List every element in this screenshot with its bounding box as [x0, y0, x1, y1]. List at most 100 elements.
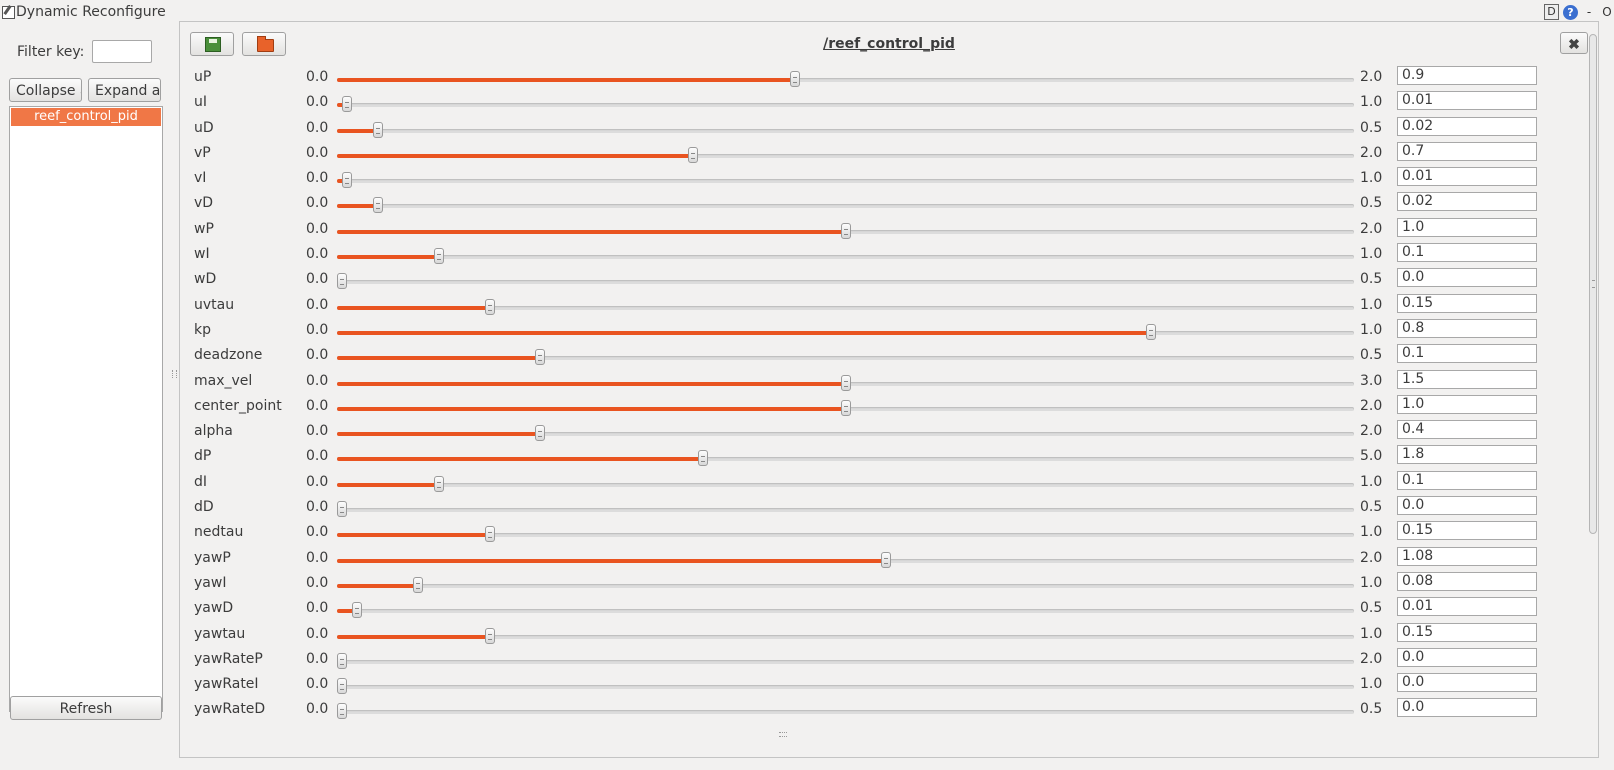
slider-handle[interactable] — [352, 602, 363, 619]
slider-handle[interactable] — [413, 576, 424, 593]
slider-handle[interactable] — [840, 399, 851, 416]
param-value-field[interactable]: 1.08 — [1397, 546, 1537, 566]
dock-button[interactable]: D — [1544, 4, 1559, 20]
param-value-field[interactable]: 0.0 — [1397, 496, 1537, 516]
param-slider[interactable] — [337, 146, 1354, 163]
bottom-splitter-handle[interactable] — [779, 732, 787, 737]
save-button[interactable] — [190, 32, 234, 56]
param-slider[interactable] — [337, 222, 1354, 239]
slider-handle[interactable] — [372, 197, 383, 214]
slider-handle[interactable] — [337, 652, 347, 669]
param-slider[interactable] — [337, 248, 1354, 265]
param-slider[interactable] — [337, 703, 1354, 720]
slider-handle[interactable] — [881, 551, 892, 568]
close-node-button[interactable]: ✖ — [1560, 32, 1588, 54]
param-slider[interactable] — [337, 678, 1354, 695]
node-tree[interactable]: reef_control_pid — [9, 106, 163, 712]
slider-handle[interactable] — [342, 172, 353, 189]
param-value-field[interactable]: 0.1 — [1397, 344, 1537, 364]
param-slider[interactable] — [337, 551, 1354, 568]
panel-splitter-handle[interactable] — [172, 370, 177, 378]
param-slider[interactable] — [337, 71, 1354, 87]
param-value-field[interactable]: 0.8 — [1397, 318, 1537, 338]
param-slider[interactable] — [337, 172, 1354, 189]
param-value-field[interactable]: 1.8 — [1397, 445, 1537, 465]
param-slider[interactable] — [337, 96, 1354, 113]
slider-handle[interactable] — [1145, 323, 1156, 340]
slider-handle[interactable] — [484, 526, 495, 543]
param-slider[interactable] — [337, 450, 1354, 467]
param-slider[interactable] — [337, 576, 1354, 593]
filter-key-input[interactable] — [92, 40, 152, 63]
slider-handle[interactable] — [433, 475, 444, 492]
param-value-field[interactable]: 0.15 — [1397, 521, 1537, 541]
param-slider[interactable] — [337, 652, 1354, 669]
param-slider[interactable] — [337, 627, 1354, 644]
slider-handle[interactable] — [337, 501, 347, 518]
param-value-field[interactable]: 0.9 — [1397, 66, 1537, 85]
slider-handle[interactable] — [789, 71, 800, 87]
param-slider[interactable] — [337, 323, 1354, 340]
param-name: vI — [194, 170, 207, 187]
slider-handle[interactable] — [337, 678, 347, 695]
param-slider[interactable] — [337, 475, 1354, 492]
help-icon[interactable]: ? — [1563, 4, 1578, 20]
refresh-button[interactable]: Refresh — [10, 696, 162, 720]
param-value-field[interactable]: 0.7 — [1397, 141, 1537, 161]
param-value-field[interactable]: 0.02 — [1397, 116, 1537, 136]
slider-fill — [337, 330, 1151, 335]
slider-handle[interactable] — [840, 374, 851, 391]
param-value-field[interactable]: 0.0 — [1397, 268, 1537, 288]
slider-handle[interactable] — [484, 627, 495, 644]
slider-handle[interactable] — [337, 273, 347, 290]
param-value-field[interactable]: 0.1 — [1397, 470, 1537, 490]
param-slider[interactable] — [337, 602, 1354, 619]
slider-handle[interactable] — [698, 450, 709, 467]
load-button[interactable] — [242, 32, 286, 56]
param-min: 0.0 — [306, 347, 329, 364]
param-value-field[interactable]: 0.0 — [1397, 673, 1537, 693]
param-value-field[interactable]: 1.5 — [1397, 369, 1537, 389]
param-value-field[interactable]: 0.4 — [1397, 420, 1537, 440]
slider-handle[interactable] — [342, 96, 353, 113]
slider-handle[interactable] — [433, 248, 444, 265]
slider-handle[interactable] — [535, 425, 546, 442]
tree-item-reef-control-pid[interactable]: reef_control_pid — [11, 108, 161, 126]
param-value-field[interactable]: 0.0 — [1397, 698, 1537, 718]
param-value-field[interactable]: 0.1 — [1397, 243, 1537, 263]
param-slider[interactable] — [337, 298, 1354, 315]
slider-handle[interactable] — [535, 349, 546, 366]
slider-handle[interactable] — [337, 703, 347, 720]
param-slider[interactable] — [337, 273, 1354, 290]
slider-track — [337, 685, 1354, 690]
param-slider[interactable] — [337, 349, 1354, 366]
param-name: yawRateP — [194, 650, 263, 667]
param-value-field[interactable]: 0.15 — [1397, 622, 1537, 642]
expand-all-button[interactable]: Expand all — [88, 78, 161, 102]
collapse-all-button[interactable]: Collapse all — [9, 78, 82, 102]
options-button[interactable]: O — [1602, 5, 1612, 19]
param-value-field[interactable]: 1.0 — [1397, 394, 1537, 414]
scrollbar-thumb[interactable] — [1589, 34, 1597, 534]
param-value-field[interactable]: 0.02 — [1397, 192, 1537, 212]
param-slider[interactable] — [337, 121, 1354, 138]
slider-handle[interactable] — [840, 222, 851, 239]
param-slider[interactable] — [337, 501, 1354, 518]
param-value-field[interactable]: 0.01 — [1397, 597, 1537, 617]
param-value-field[interactable]: 0.15 — [1397, 293, 1537, 313]
slider-handle[interactable] — [687, 146, 698, 163]
param-slider[interactable] — [337, 399, 1354, 416]
param-slider[interactable] — [337, 425, 1354, 442]
minimize-button[interactable]: - — [1586, 5, 1592, 19]
vertical-scrollbar[interactable] — [1586, 22, 1598, 757]
slider-handle[interactable] — [372, 121, 383, 138]
param-slider[interactable] — [337, 526, 1354, 543]
param-value-field[interactable]: 0.08 — [1397, 571, 1537, 591]
param-slider[interactable] — [337, 197, 1354, 214]
param-slider[interactable] — [337, 374, 1354, 391]
param-value-field[interactable]: 1.0 — [1397, 217, 1537, 237]
param-value-field[interactable]: 0.0 — [1397, 647, 1537, 667]
param-value-field[interactable]: 0.01 — [1397, 167, 1537, 187]
param-value-field[interactable]: 0.01 — [1397, 91, 1537, 111]
slider-handle[interactable] — [484, 298, 495, 315]
